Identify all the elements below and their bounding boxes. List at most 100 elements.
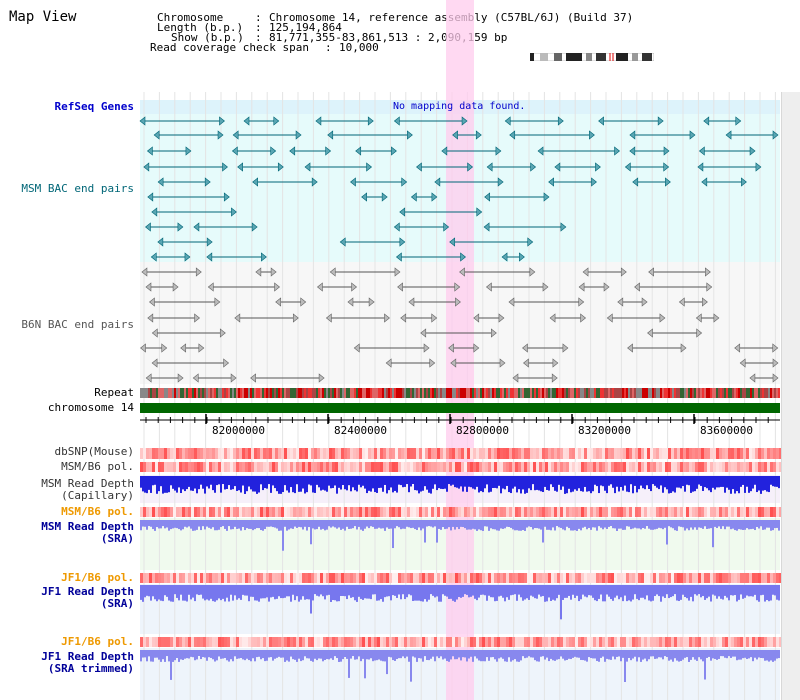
dbsnp-heat-cell — [170, 448, 173, 459]
dbsnp-heat-cell — [227, 448, 230, 459]
msm-depth-cap-bar — [548, 476, 550, 491]
bac-end-marker — [416, 162, 422, 172]
jf1-depth-sra-bar — [380, 585, 382, 600]
repeat-segment — [408, 388, 410, 398]
repeat-segment — [602, 388, 604, 398]
jf1-pol-heat-cell — [272, 573, 275, 583]
msm-pol2-heat-cell — [539, 507, 542, 517]
msm-pol-heat-cell — [233, 462, 236, 472]
repeat-segment — [700, 388, 702, 398]
jf1-depth-sra-bar — [356, 585, 358, 602]
jf1-depth-trim-bar — [224, 650, 226, 658]
msm-depth-sra-bar — [634, 520, 636, 528]
msm-depth-sra-bar — [402, 520, 404, 529]
msm-depth-sra-bar — [774, 520, 776, 529]
msm-depth-cap-bar — [724, 476, 726, 493]
msm-depth-cap-bar — [368, 476, 370, 491]
jf1-depth-sra-bar — [400, 585, 402, 600]
repeat-segment — [382, 388, 384, 398]
jf1-depth-trim-bar — [140, 650, 142, 662]
msm-pol-heat-cell — [575, 462, 578, 472]
jf1-pol2-heat-cell — [161, 637, 164, 647]
jf1-depth-sra-bar — [488, 585, 490, 596]
jf1-pol2-heat-cell — [758, 637, 761, 647]
msm-depth-sra-bar — [392, 520, 394, 549]
dbsnp-heat-cell — [344, 448, 347, 459]
dbsnp-heat-cell — [767, 448, 770, 459]
msm-pol-heat-cell — [344, 462, 347, 472]
dbsnp-heat-cell — [698, 448, 701, 459]
msm-pol2-heat-cell — [479, 507, 482, 517]
msm-pol2-heat-cell — [722, 507, 725, 517]
bac-end-marker — [641, 297, 648, 307]
msm-pol2-heat-cell — [398, 507, 401, 517]
msm-pol-heat-cell — [650, 462, 653, 472]
msm-depth-sra-bar — [354, 520, 356, 527]
msm-pol2-heat-cell — [620, 507, 623, 517]
jf1-depth-trim-bar — [328, 650, 330, 660]
msm-pol2-heat-cell — [542, 507, 545, 517]
jf1-depth-trim-bar — [684, 650, 686, 658]
jf1-pol2-heat-cell — [239, 637, 242, 647]
msm-depth-cap-bar — [166, 476, 168, 493]
jf1-depth-trim-bar — [538, 650, 540, 662]
jf1-depth-trim-bar — [660, 650, 662, 658]
bac-end-marker — [434, 177, 441, 187]
dbsnp-heat-cell — [398, 448, 401, 459]
jf1-depth-sra-bar — [366, 585, 368, 599]
msm-depth-cap-bar — [590, 476, 592, 494]
msm-depth-cap-bar — [200, 476, 202, 485]
jf1-pol2-heat-cell — [677, 637, 680, 647]
jf1-pol2-heat-cell — [221, 637, 224, 647]
msm-pol-heat-cell — [167, 462, 170, 472]
msm-depth-sra-bar — [452, 520, 454, 527]
jf1-pol-heat-cell — [608, 573, 611, 583]
repeat-segment — [456, 388, 458, 398]
msm-depth-cap-bar — [288, 476, 290, 493]
jf1-pol2-heat-cell — [224, 637, 227, 647]
bac-end-marker — [385, 358, 392, 368]
jf1-depth-trim-bar — [300, 650, 302, 662]
bac-end-marker — [355, 146, 362, 156]
msm-depth-sra-bar — [750, 520, 752, 530]
msm-pol-heat-cell — [392, 462, 395, 472]
repeat-segment — [192, 388, 194, 398]
msm-pol-heat-cell — [758, 462, 761, 472]
dbsnp-heat-cell — [542, 448, 545, 459]
jf1-depth-trim-bar — [426, 650, 428, 661]
jf1-depth-trim-bar — [586, 650, 588, 662]
repeat-segment — [362, 388, 364, 398]
jf1-depth-sra-bar — [516, 585, 518, 601]
repeat-segment — [610, 388, 612, 398]
msm-depth-sra-bar — [410, 520, 412, 529]
msm-depth-cap-bar — [480, 476, 482, 492]
msm-pol-heat-cell — [497, 462, 500, 472]
chromosome-ideogram[interactable] — [530, 53, 654, 61]
jf1-depth-sra-bar — [306, 585, 308, 600]
dbsnp-heat-cell — [614, 448, 617, 459]
msm-pol-heat-cell — [725, 462, 728, 472]
jf1-depth-sra-bar — [336, 585, 338, 602]
dbsnp-heat-cell — [740, 448, 743, 459]
jf1-depth-trim-bar — [142, 650, 144, 658]
jf1-depth-trim-bar — [186, 650, 188, 659]
msm-pol2-heat-cell — [698, 507, 701, 517]
jf1-pol2-heat-cell — [647, 637, 650, 647]
dbsnp-heat-cell — [623, 448, 626, 459]
msm-depth-cap-bar — [454, 476, 456, 488]
jf1-pol-heat-cell — [377, 573, 380, 583]
jf1-pol2-heat-cell — [743, 637, 746, 647]
dbsnp-heat-cell — [419, 448, 422, 459]
repeat-segment — [722, 388, 724, 398]
jf1-pol2-heat-cell — [779, 637, 782, 647]
bac-end-marker — [697, 162, 704, 172]
jf1-depth-sra-bar — [174, 585, 176, 595]
jf1-depth-trim-bar — [316, 650, 318, 661]
repeat-segment — [698, 388, 700, 398]
msm-pol2-heat-cell — [611, 507, 614, 517]
jf1-depth-sra-bar — [186, 585, 188, 602]
jf1-pol-heat-cell — [407, 573, 410, 583]
jf1-pol-heat-cell — [212, 573, 215, 583]
vertical-scrollbar[interactable] — [781, 92, 800, 700]
